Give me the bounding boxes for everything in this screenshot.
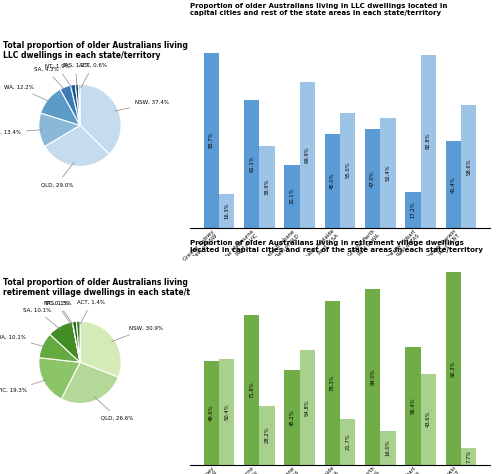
Bar — [284, 370, 300, 465]
Text: TAS, 1.2%: TAS, 1.2% — [62, 63, 90, 88]
Text: 45.0%: 45.0% — [330, 172, 335, 189]
Text: 61.1%: 61.1% — [249, 155, 254, 172]
Text: ACT, 1.4%: ACT, 1.4% — [78, 300, 106, 325]
Bar — [406, 347, 420, 465]
Wedge shape — [76, 84, 80, 125]
Bar — [260, 146, 274, 228]
Text: VIC, 19.3%: VIC, 19.3% — [0, 380, 46, 393]
Bar — [204, 361, 219, 465]
Text: 52.4%: 52.4% — [386, 164, 390, 181]
Text: Proportion of older Australians living in LLC dwellings located in
capital citie: Proportion of older Australians living i… — [190, 3, 448, 16]
Bar — [260, 406, 274, 465]
Text: 45.2%: 45.2% — [290, 409, 294, 426]
Wedge shape — [62, 362, 118, 403]
Text: SA, 10.1%: SA, 10.1% — [23, 308, 61, 330]
Text: NSW, 30.9%: NSW, 30.9% — [112, 326, 164, 342]
Bar — [420, 55, 436, 228]
Text: Proportion of older Australians living in retirement village dwellings
located i: Proportion of older Australians living i… — [190, 240, 483, 253]
Wedge shape — [39, 113, 80, 146]
Text: 30.1%: 30.1% — [290, 188, 294, 204]
Wedge shape — [78, 84, 80, 125]
Text: WA, 12.2%: WA, 12.2% — [4, 85, 50, 102]
Text: 83.7%: 83.7% — [209, 132, 214, 148]
Text: NT, 1.9%: NT, 1.9% — [45, 64, 72, 89]
Bar — [406, 191, 420, 228]
Bar — [300, 350, 315, 465]
Bar — [365, 289, 380, 465]
Text: 43.6%: 43.6% — [426, 411, 431, 427]
Wedge shape — [76, 321, 80, 362]
Text: 41.4%: 41.4% — [451, 176, 456, 192]
Text: WA, 10.1%: WA, 10.1% — [0, 335, 46, 347]
Wedge shape — [80, 84, 121, 154]
Text: 56.4%: 56.4% — [410, 397, 416, 414]
Bar — [284, 165, 300, 228]
Text: QLD, 26.6%: QLD, 26.6% — [94, 397, 134, 420]
Text: Total proportion of older Australians living in
LLC dwellings in each state/terr: Total proportion of older Australians li… — [3, 41, 198, 60]
Text: 82.8%: 82.8% — [426, 133, 431, 149]
Bar — [461, 105, 476, 228]
Text: 71.8%: 71.8% — [249, 382, 254, 398]
Text: 55.0%: 55.0% — [345, 162, 350, 179]
Text: 50.4%: 50.4% — [224, 404, 229, 420]
Text: NSW, 37.4%: NSW, 37.4% — [115, 100, 169, 111]
Wedge shape — [72, 322, 80, 362]
Bar — [365, 129, 380, 228]
Text: 84.0%: 84.0% — [370, 369, 375, 385]
Text: ACT, 0.6%: ACT, 0.6% — [79, 63, 107, 88]
Text: 28.2%: 28.2% — [264, 427, 270, 443]
Text: SA, 4.3%: SA, 4.3% — [34, 67, 66, 91]
Bar — [244, 315, 260, 465]
Text: 58.6%: 58.6% — [466, 158, 471, 175]
Bar — [204, 53, 219, 228]
Wedge shape — [70, 84, 80, 125]
Bar — [340, 113, 355, 228]
Bar — [340, 419, 355, 465]
Bar — [219, 359, 234, 465]
Text: NT, 0.1%: NT, 0.1% — [44, 301, 72, 326]
Bar — [420, 374, 436, 465]
Bar — [244, 100, 260, 228]
Bar — [446, 272, 461, 465]
Bar — [324, 301, 340, 465]
Text: Total proportion of older Australians living in
retirement village dwellings in : Total proportion of older Australians li… — [3, 278, 223, 297]
Wedge shape — [72, 321, 80, 362]
Bar — [380, 118, 396, 228]
Text: 49.6%: 49.6% — [209, 404, 214, 421]
Text: QLD, 29.0%: QLD, 29.0% — [40, 162, 74, 187]
Wedge shape — [40, 89, 80, 125]
Text: 47.0%: 47.0% — [370, 170, 375, 187]
Text: 16.3%: 16.3% — [224, 202, 229, 219]
Bar — [219, 193, 234, 228]
Text: 54.8%: 54.8% — [305, 399, 310, 416]
Bar — [461, 448, 476, 465]
Bar — [300, 82, 315, 228]
Wedge shape — [60, 85, 80, 125]
Text: 16.0%: 16.0% — [386, 439, 390, 456]
Text: 69.9%: 69.9% — [305, 146, 310, 163]
Text: 17.2%: 17.2% — [410, 201, 416, 218]
Text: 7.7%: 7.7% — [466, 450, 471, 463]
Text: 21.7%: 21.7% — [345, 434, 350, 450]
Wedge shape — [39, 358, 80, 399]
Wedge shape — [80, 321, 121, 377]
Text: 38.9%: 38.9% — [264, 179, 270, 195]
Wedge shape — [44, 125, 110, 166]
Wedge shape — [50, 322, 80, 362]
Wedge shape — [39, 334, 80, 362]
Text: TAS, 1.5%: TAS, 1.5% — [44, 301, 74, 325]
Bar — [324, 134, 340, 228]
Bar — [446, 141, 461, 228]
Text: VIC, 13.4%: VIC, 13.4% — [0, 130, 42, 135]
Text: 92.3%: 92.3% — [451, 360, 456, 376]
Bar — [380, 431, 396, 465]
Text: 78.3%: 78.3% — [330, 374, 335, 391]
